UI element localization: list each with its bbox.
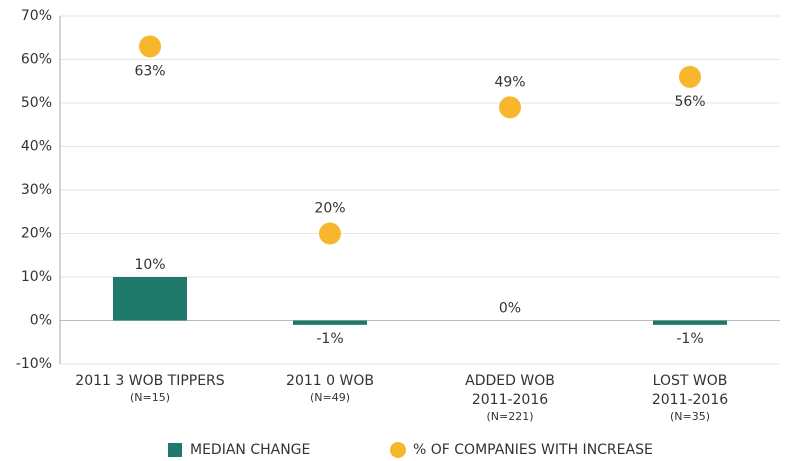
dot-label: 20%	[314, 201, 345, 217]
x-tick-label: 2011 3 WOB TIPPERS	[75, 373, 224, 389]
legend-swatch	[168, 443, 182, 457]
bar-label: -1%	[676, 331, 703, 347]
x-tick-label: 2011-2016	[652, 392, 728, 408]
bar	[113, 277, 187, 321]
bar	[293, 320, 367, 325]
y-tick-label: 50%	[21, 95, 52, 111]
y-tick-label: 20%	[21, 226, 52, 242]
y-tick-label: 70%	[21, 8, 52, 24]
y-tick-label: 60%	[21, 52, 52, 68]
x-tick-label: (N=221)	[486, 410, 533, 423]
y-tick-label: 30%	[21, 182, 52, 198]
bar	[653, 320, 727, 325]
legend-swatch	[390, 442, 406, 458]
x-tick-label: LOST WOB	[653, 373, 728, 389]
dot-label: 56%	[674, 94, 705, 110]
dot	[319, 222, 341, 245]
y-tick-label: 0%	[30, 313, 52, 329]
dot	[499, 96, 521, 119]
x-tick-label: (N=15)	[130, 391, 170, 404]
bar-label: 0%	[499, 301, 521, 317]
dot	[679, 65, 701, 88]
legend-label: % OF COMPANIES WITH INCREASE	[413, 442, 653, 458]
legend-label: MEDIAN CHANGE	[190, 442, 310, 458]
x-tick-label: (N=49)	[310, 391, 350, 404]
bar-label: 10%	[134, 257, 165, 273]
dot	[139, 35, 161, 58]
y-tick-label: 10%	[21, 269, 52, 285]
x-tick-label: 2011 0 WOB	[286, 373, 374, 389]
x-tick-label: ADDED WOB	[465, 373, 555, 389]
x-tick-label: (N=35)	[670, 410, 710, 423]
bar-label: -1%	[316, 331, 343, 347]
x-tick-label: 2011-2016	[472, 392, 548, 408]
y-tick-label: 40%	[21, 139, 52, 155]
y-tick-label: -10%	[16, 356, 52, 372]
dot-label: 49%	[494, 74, 525, 90]
dot-label: 63%	[134, 63, 165, 79]
